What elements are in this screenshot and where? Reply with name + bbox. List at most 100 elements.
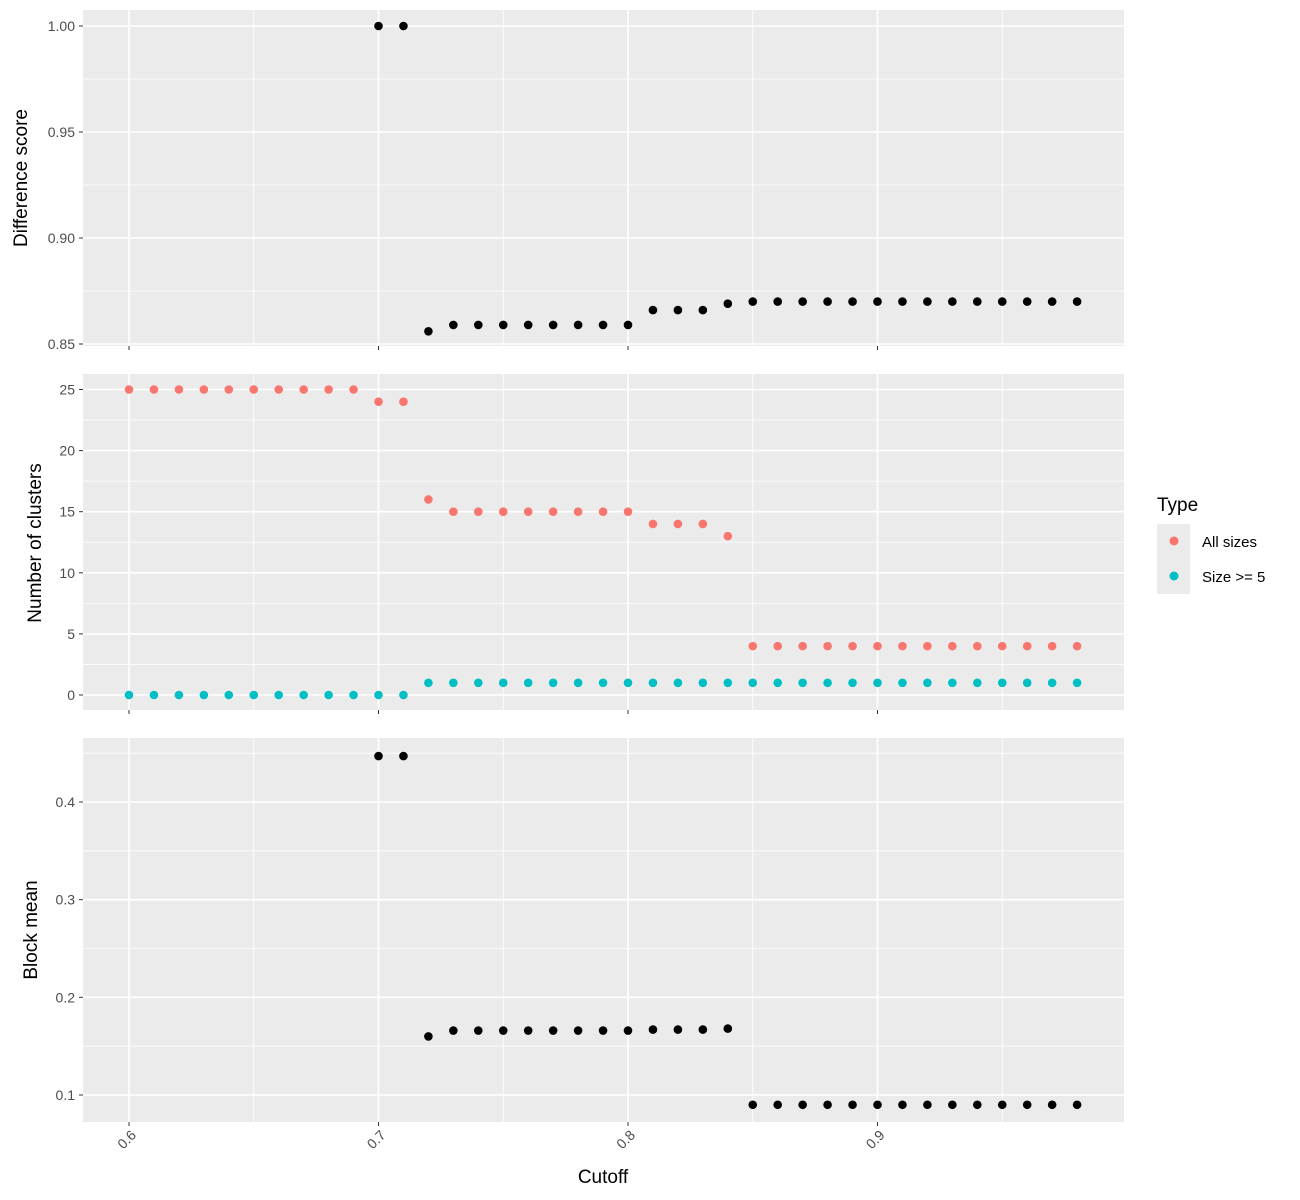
data-point <box>848 297 857 306</box>
data-point <box>648 1025 658 1034</box>
data-point-all-sizes <box>399 397 408 407</box>
data-point-all-sizes <box>997 641 1007 651</box>
data-point-size-ge-5 <box>1072 678 1082 688</box>
y-tick-label: 5 <box>67 626 75 642</box>
data-point <box>1022 1100 1032 1110</box>
y-tick-label: 0.90 <box>48 230 75 246</box>
data-point <box>598 320 608 330</box>
data-point-size-ge-5 <box>324 690 333 700</box>
data-point <box>923 297 932 306</box>
data-point-all-sizes <box>823 641 832 651</box>
data-point-size-ge-5 <box>573 678 583 688</box>
data-point <box>873 1100 882 1110</box>
legend-label-size-ge-5: Size >= 5 <box>1202 569 1265 586</box>
data-point <box>374 751 383 761</box>
data-point-size-ge-5 <box>948 678 957 688</box>
data-point-all-sizes <box>424 495 433 504</box>
data-point <box>848 1100 857 1110</box>
legend-key-background <box>1157 524 1190 594</box>
data-point-all-sizes <box>174 385 184 394</box>
data-point-size-ge-5 <box>523 678 533 688</box>
data-point-all-sizes <box>948 641 957 651</box>
data-point <box>548 1026 558 1035</box>
data-point-size-ge-5 <box>449 678 458 688</box>
legend: Type All sizes Size >= 5 <box>1157 495 1265 594</box>
data-point-size-ge-5 <box>374 690 383 700</box>
data-point-all-sizes <box>898 641 907 651</box>
data-point-size-ge-5 <box>648 678 658 688</box>
data-point <box>873 297 882 306</box>
data-point <box>748 1100 758 1110</box>
data-point-size-ge-5 <box>823 678 832 688</box>
data-point-all-sizes <box>1047 641 1057 651</box>
y-tick-label: 20 <box>59 443 75 459</box>
data-point <box>798 297 807 306</box>
data-point-all-sizes <box>848 641 857 651</box>
data-point <box>548 320 558 330</box>
data-point <box>823 1100 832 1110</box>
data-point <box>573 1026 583 1035</box>
data-point <box>673 305 683 315</box>
y-tick-label: 0.2 <box>56 989 76 1005</box>
data-point-size-ge-5 <box>149 690 159 700</box>
data-point <box>948 1100 957 1110</box>
data-point <box>399 751 408 761</box>
data-point-size-ge-5 <box>873 678 882 688</box>
data-point-all-sizes <box>149 385 159 394</box>
data-point <box>973 1100 982 1110</box>
data-point-size-ge-5 <box>424 678 433 688</box>
data-point-size-ge-5 <box>748 678 758 688</box>
data-point-all-sizes <box>274 385 284 394</box>
data-point <box>723 299 733 309</box>
data-point-all-sizes <box>199 385 209 394</box>
data-point <box>424 1032 433 1041</box>
data-point-size-ge-5 <box>498 678 508 688</box>
data-point <box>623 1026 633 1035</box>
data-point <box>997 1100 1007 1110</box>
data-point <box>623 320 633 330</box>
y-tick-label: 0 <box>67 687 75 703</box>
y-axis-title-number-of-clusters: Number of clusters <box>25 463 46 622</box>
data-point-all-sizes <box>573 507 583 516</box>
data-point <box>1072 297 1082 306</box>
data-point-size-ge-5 <box>898 678 907 688</box>
data-point-all-sizes <box>1022 641 1032 651</box>
data-point <box>424 326 433 336</box>
y-tick-label: 10 <box>59 565 75 581</box>
data-point-size-ge-5 <box>249 690 259 700</box>
data-point-size-ge-5 <box>174 690 184 700</box>
data-point <box>673 1025 683 1034</box>
data-point <box>723 1024 733 1033</box>
data-point-size-ge-5 <box>199 690 209 700</box>
data-point-size-ge-5 <box>548 678 558 688</box>
data-point-all-sizes <box>623 507 633 516</box>
data-point-size-ge-5 <box>997 678 1007 688</box>
data-point <box>698 1025 708 1034</box>
data-point-all-sizes <box>923 641 932 651</box>
data-point <box>997 297 1007 306</box>
y-tick-label: 0.95 <box>48 124 75 140</box>
data-point-size-ge-5 <box>598 678 608 688</box>
data-point <box>648 305 658 315</box>
data-point <box>773 1100 782 1110</box>
data-point-size-ge-5 <box>1022 678 1032 688</box>
data-point <box>523 1026 533 1035</box>
data-point-size-ge-5 <box>973 678 982 688</box>
data-point-all-sizes <box>773 641 782 651</box>
data-point-size-ge-5 <box>673 678 683 688</box>
x-tick-label: 0.8 <box>613 1127 638 1152</box>
data-point <box>449 320 458 330</box>
data-point-all-sizes <box>598 507 608 516</box>
legend-label-all-sizes: All sizes <box>1202 534 1257 551</box>
data-point-all-sizes <box>698 519 708 529</box>
data-point <box>1047 297 1057 306</box>
data-point-size-ge-5 <box>1047 678 1057 688</box>
y-tick-label: 1.00 <box>48 18 75 34</box>
data-point-all-sizes <box>349 385 358 394</box>
data-point-all-sizes <box>124 385 134 394</box>
x-tick-label: 0.6 <box>114 1127 139 1152</box>
data-point-all-sizes <box>748 641 758 651</box>
panel-number-of-clusters: 0 5 10 15 20 25 <box>59 374 1124 714</box>
x-tick-labels: 0.6 0.7 0.8 0.9 <box>114 1127 888 1152</box>
